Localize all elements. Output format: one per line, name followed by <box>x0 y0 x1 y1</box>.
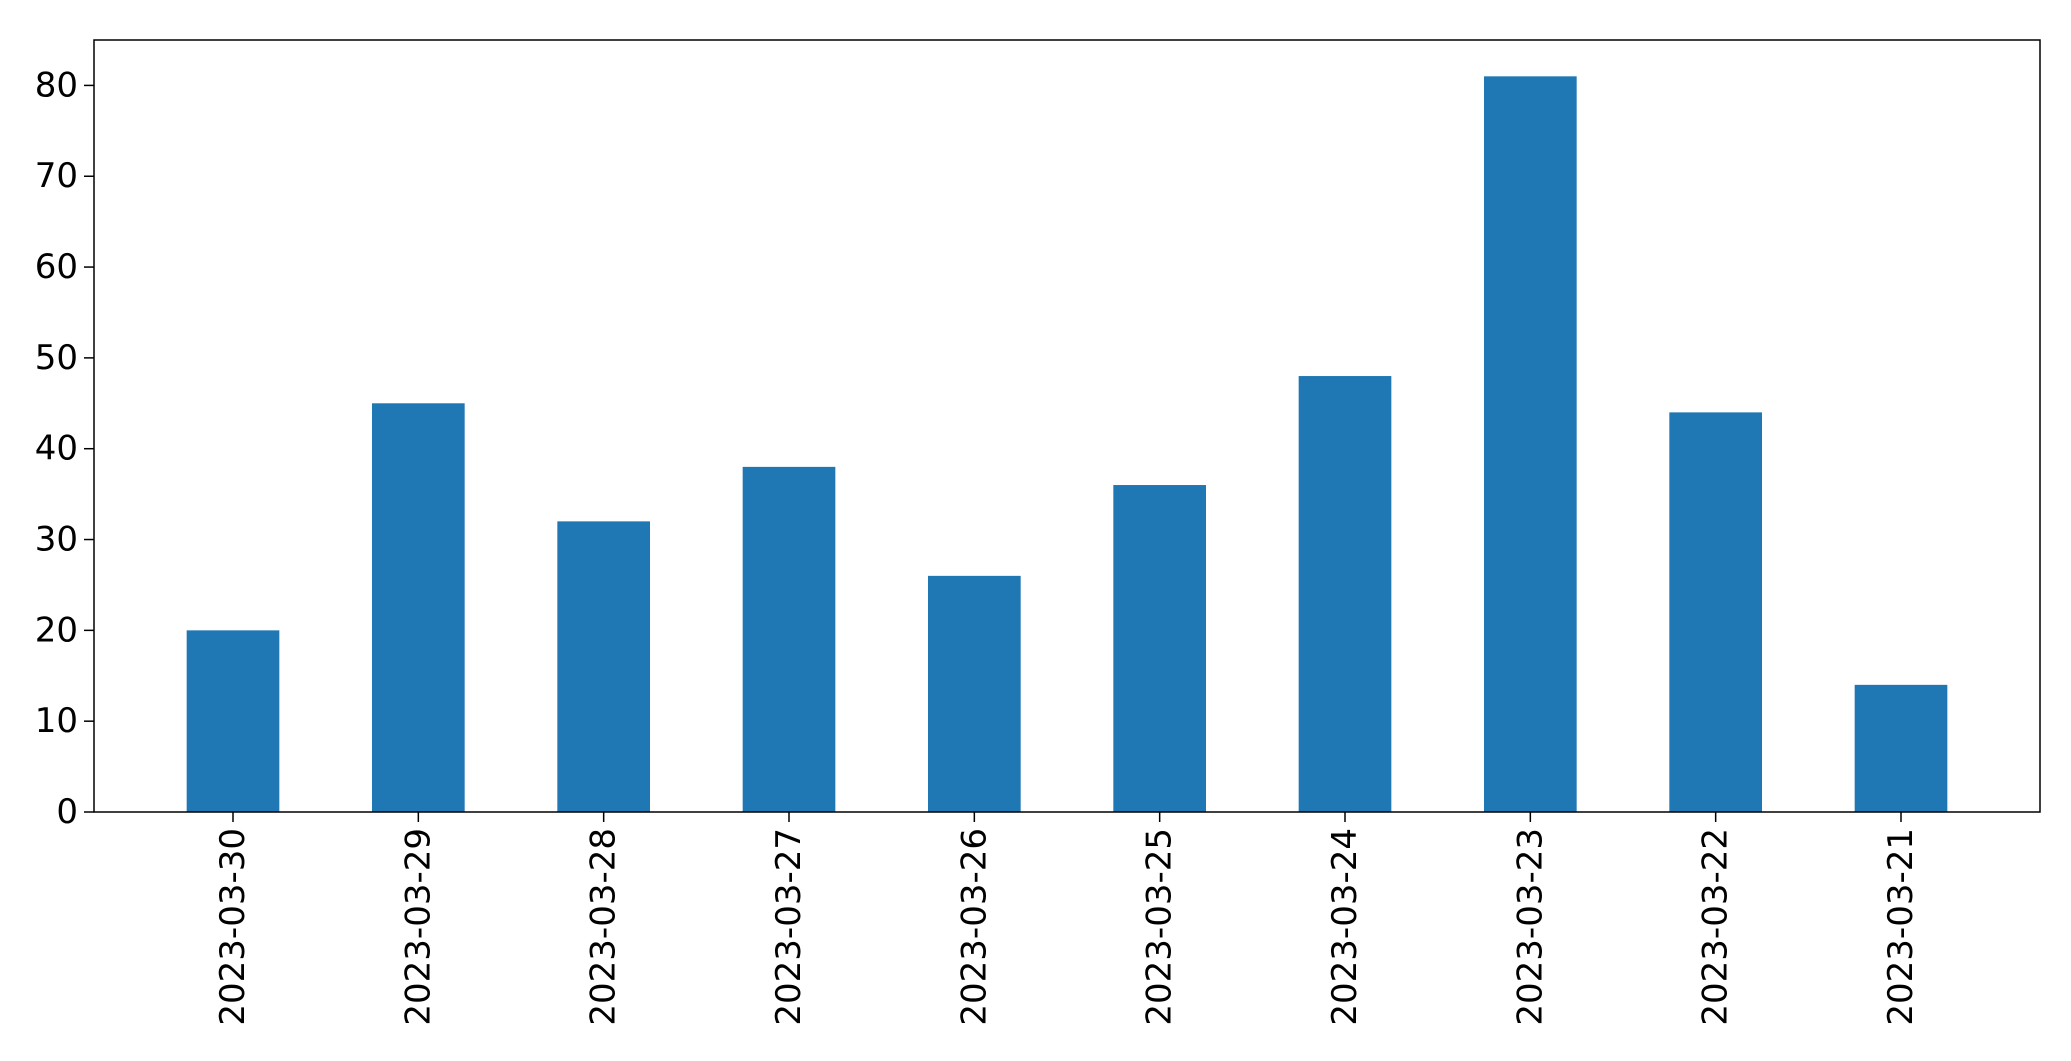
y-tick-label: 80 <box>35 65 78 105</box>
bar-2023-03-26 <box>928 575 1021 812</box>
bar-2023-03-22 <box>1669 412 1762 812</box>
y-tick-label: 30 <box>35 520 78 560</box>
x-tick-label: 2023-03-30 <box>213 828 253 1026</box>
y-axis: 0 10 20 30 40 50 60 70 80 <box>35 65 94 832</box>
plot-frame <box>93 39 2041 813</box>
x-tick-label: 2023-03-23 <box>1510 828 1550 1026</box>
bar-2023-03-23 <box>1484 76 1577 813</box>
y-tick-label: 40 <box>35 429 78 469</box>
x-tick-label: 2023-03-28 <box>584 828 624 1026</box>
bar-2023-03-29 <box>372 403 465 812</box>
x-tick-label: 2023-03-22 <box>1696 828 1736 1026</box>
x-tick-label: 2023-03-29 <box>398 828 438 1026</box>
y-tick-label: 50 <box>35 338 78 378</box>
y-tick-label: 60 <box>35 247 78 287</box>
bar-2023-03-30 <box>186 630 280 812</box>
bar-2023-03-27 <box>742 466 836 812</box>
bars-group <box>186 76 1948 813</box>
y-tick-label: 70 <box>35 156 78 196</box>
x-tick-label: 2023-03-26 <box>954 828 994 1026</box>
x-tick-label: 2023-03-24 <box>1325 828 1365 1026</box>
x-axis: 2023-03-30 2023-03-29 2023-03-28 2023-03-27… <box>213 812 1921 1026</box>
bar-2023-03-24 <box>1298 376 1392 812</box>
bar-2023-03-28 <box>557 521 650 812</box>
bar-2023-03-21 <box>1854 684 1948 812</box>
y-tick-label: 20 <box>35 610 78 650</box>
x-tick-label: 2023-03-21 <box>1881 828 1921 1026</box>
x-tick-label: 2023-03-25 <box>1140 828 1180 1026</box>
y-tick-label: 0 <box>56 792 78 832</box>
x-tick-label: 2023-03-27 <box>769 828 809 1026</box>
y-tick-label: 10 <box>35 701 78 741</box>
bar-2023-03-25 <box>1113 485 1206 812</box>
